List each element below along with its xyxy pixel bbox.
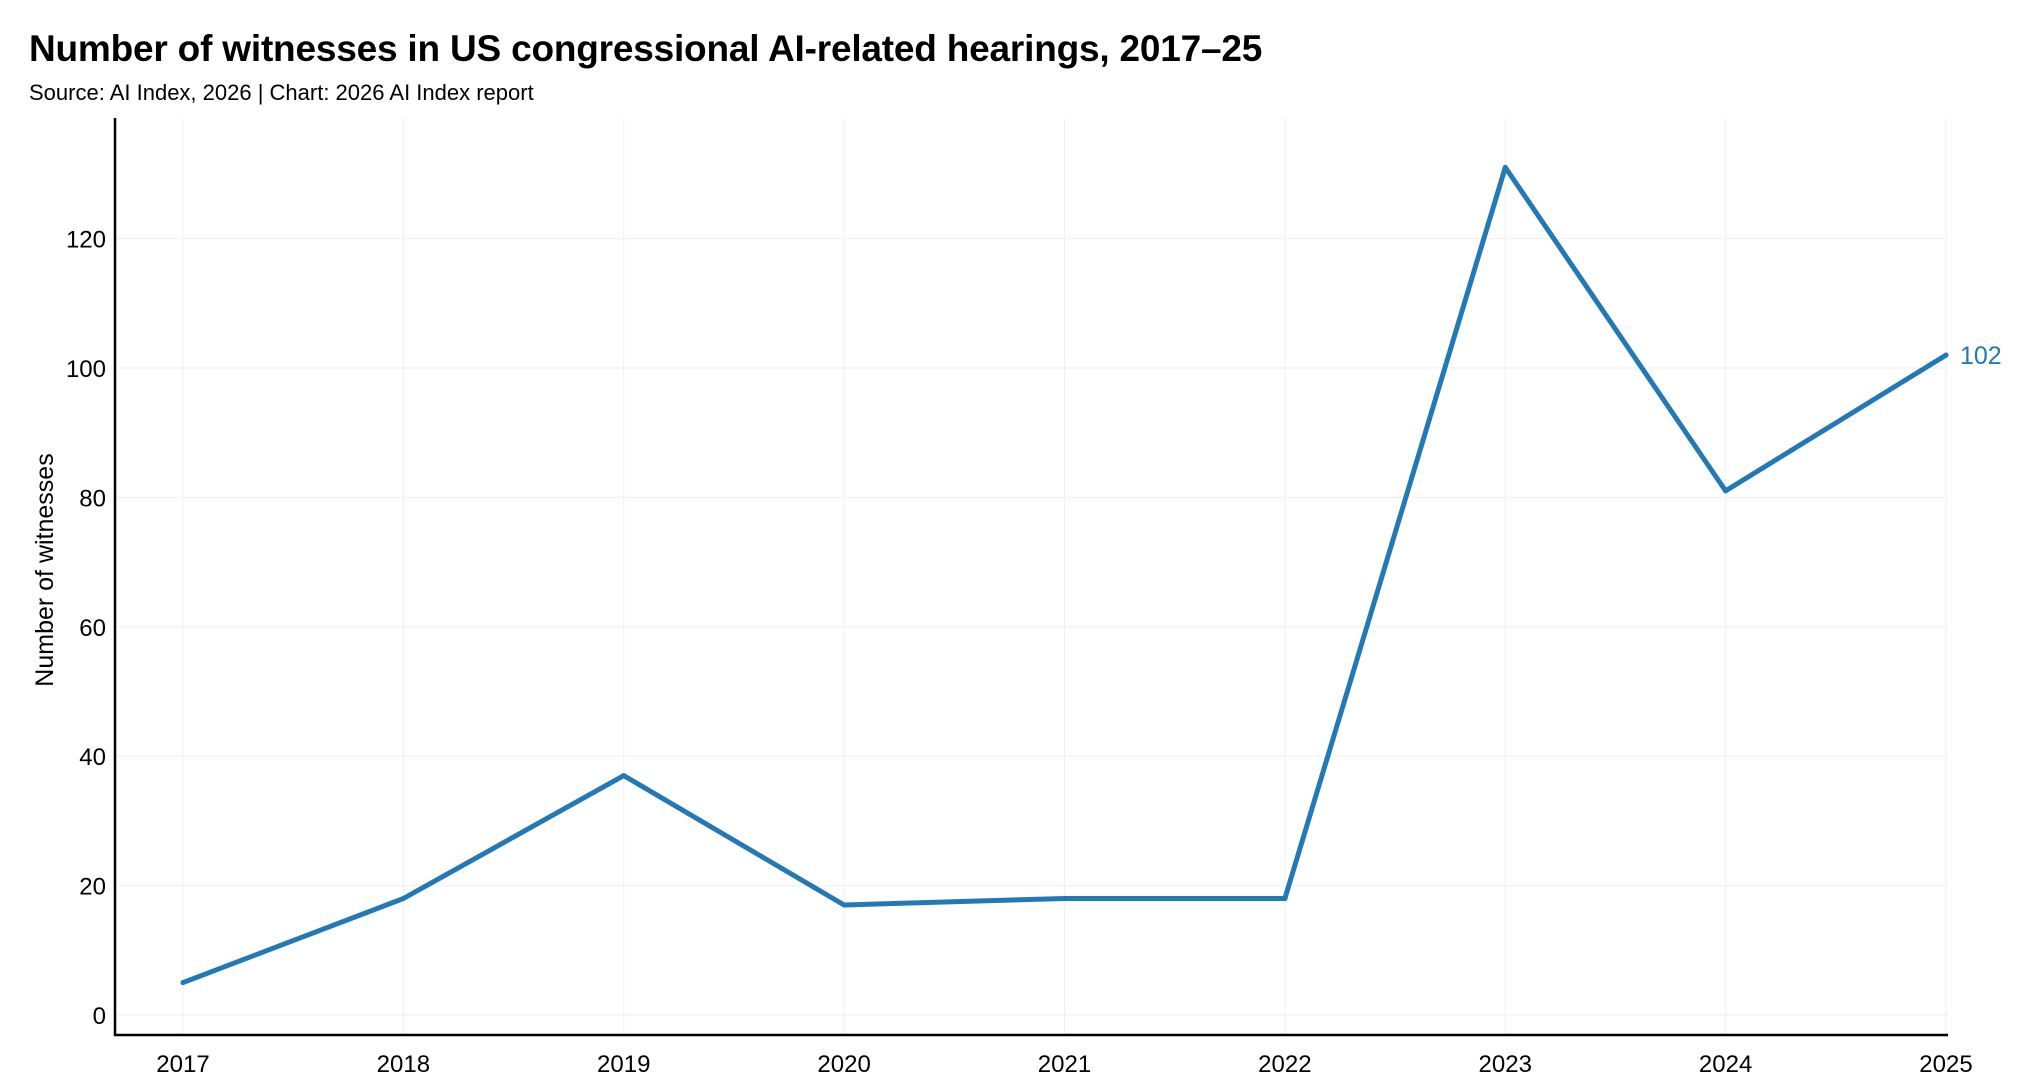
x-tick-label: 2021	[1038, 1051, 1091, 1074]
x-tick-label: 2022	[1258, 1051, 1311, 1074]
y-tick-labels: 0 20 40 60 80 100 120	[66, 227, 106, 1030]
y-tick-label: 60	[79, 615, 106, 642]
data-point	[841, 902, 847, 908]
data-point	[1062, 896, 1067, 902]
x-tick-label: 2017	[156, 1051, 209, 1074]
x-tick-label: 2023	[1479, 1051, 1532, 1074]
y-tick-label: 40	[79, 744, 106, 771]
y-tick-label: 0	[93, 1003, 106, 1030]
y-tick-label: 120	[66, 227, 106, 254]
x-tick-label: 2019	[597, 1051, 650, 1074]
y-axis-title: Number of witnesses	[31, 453, 59, 686]
data-point	[400, 896, 406, 902]
y-tick-label: 80	[79, 485, 106, 512]
chart-subtitle: Source: AI Index, 2026 | Chart: 2026 AI …	[29, 80, 534, 105]
end-value-label: 102	[1960, 342, 2002, 370]
data-point	[180, 980, 186, 986]
chart-title: Number of witnesses in US congressional …	[29, 28, 1263, 69]
x-tick-label: 2025	[1919, 1051, 1972, 1074]
grid-layer	[115, 118, 1948, 1035]
y-tick-label: 100	[66, 356, 106, 383]
series-layer: 102	[180, 164, 2002, 986]
data-point	[1943, 352, 1949, 358]
data-point	[1723, 488, 1729, 494]
axis-layer	[113, 118, 1948, 1037]
data-point	[1502, 164, 1508, 170]
x-tick-label: 2018	[377, 1051, 430, 1074]
data-point	[1282, 896, 1288, 902]
x-tick-label: 2024	[1699, 1051, 1752, 1074]
y-tick-label: 20	[79, 874, 106, 901]
data-point	[621, 773, 627, 779]
x-tick-labels: 2017 2018 2019 2020 2021 2022 2023 2024 2025	[156, 1051, 1972, 1074]
x-tick-label: 2020	[817, 1051, 870, 1074]
